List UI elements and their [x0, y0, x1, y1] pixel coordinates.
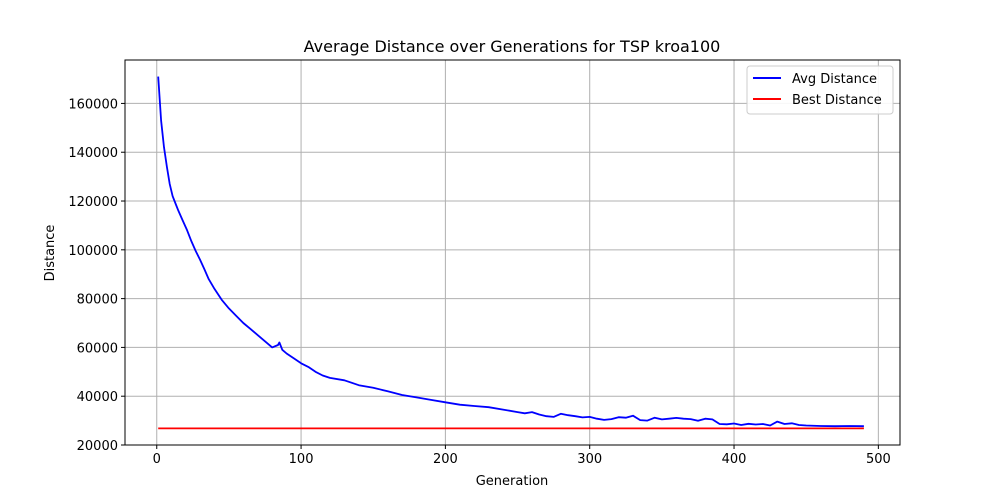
legend-label-avg-distance: Avg Distance: [792, 72, 877, 87]
chart-title: Average Distance over Generations for TS…: [304, 37, 721, 56]
x-axis-label: Generation: [476, 474, 549, 489]
y-axis: 20000 40000 60000 80000 100000 120000 140000 16…: [68, 97, 125, 454]
plot-frame: [124, 59, 901, 446]
x-tick-label: 0: [153, 452, 161, 467]
x-tick-label: 300: [577, 452, 602, 467]
y-tick-label: 20000: [77, 439, 118, 454]
y-tick-label: 120000: [68, 195, 118, 210]
legend-box: [746, 65, 894, 115]
x-tick-label: 400: [722, 452, 747, 467]
y-tick-label: 40000: [77, 390, 118, 405]
y-tick-label: 160000: [68, 97, 118, 112]
y-tick-label: 80000: [77, 293, 118, 308]
series-line-avg-distance: [157, 76, 864, 428]
legend: Avg Distance Best Distance: [746, 65, 894, 115]
series-layer: [157, 76, 864, 430]
y-tick-label: 100000: [68, 244, 118, 259]
y-axis-label: Distance: [43, 225, 58, 282]
y-tick-label: 60000: [77, 341, 118, 356]
x-tick-label: 500: [866, 452, 891, 467]
x-axis: 0 100 200 300 400 500: [153, 445, 891, 467]
x-tick-label: 100: [289, 452, 314, 467]
y-tick-label: 140000: [68, 146, 118, 161]
x-tick-label: 200: [433, 452, 458, 467]
legend-label-best-distance: Best Distance: [792, 93, 882, 108]
